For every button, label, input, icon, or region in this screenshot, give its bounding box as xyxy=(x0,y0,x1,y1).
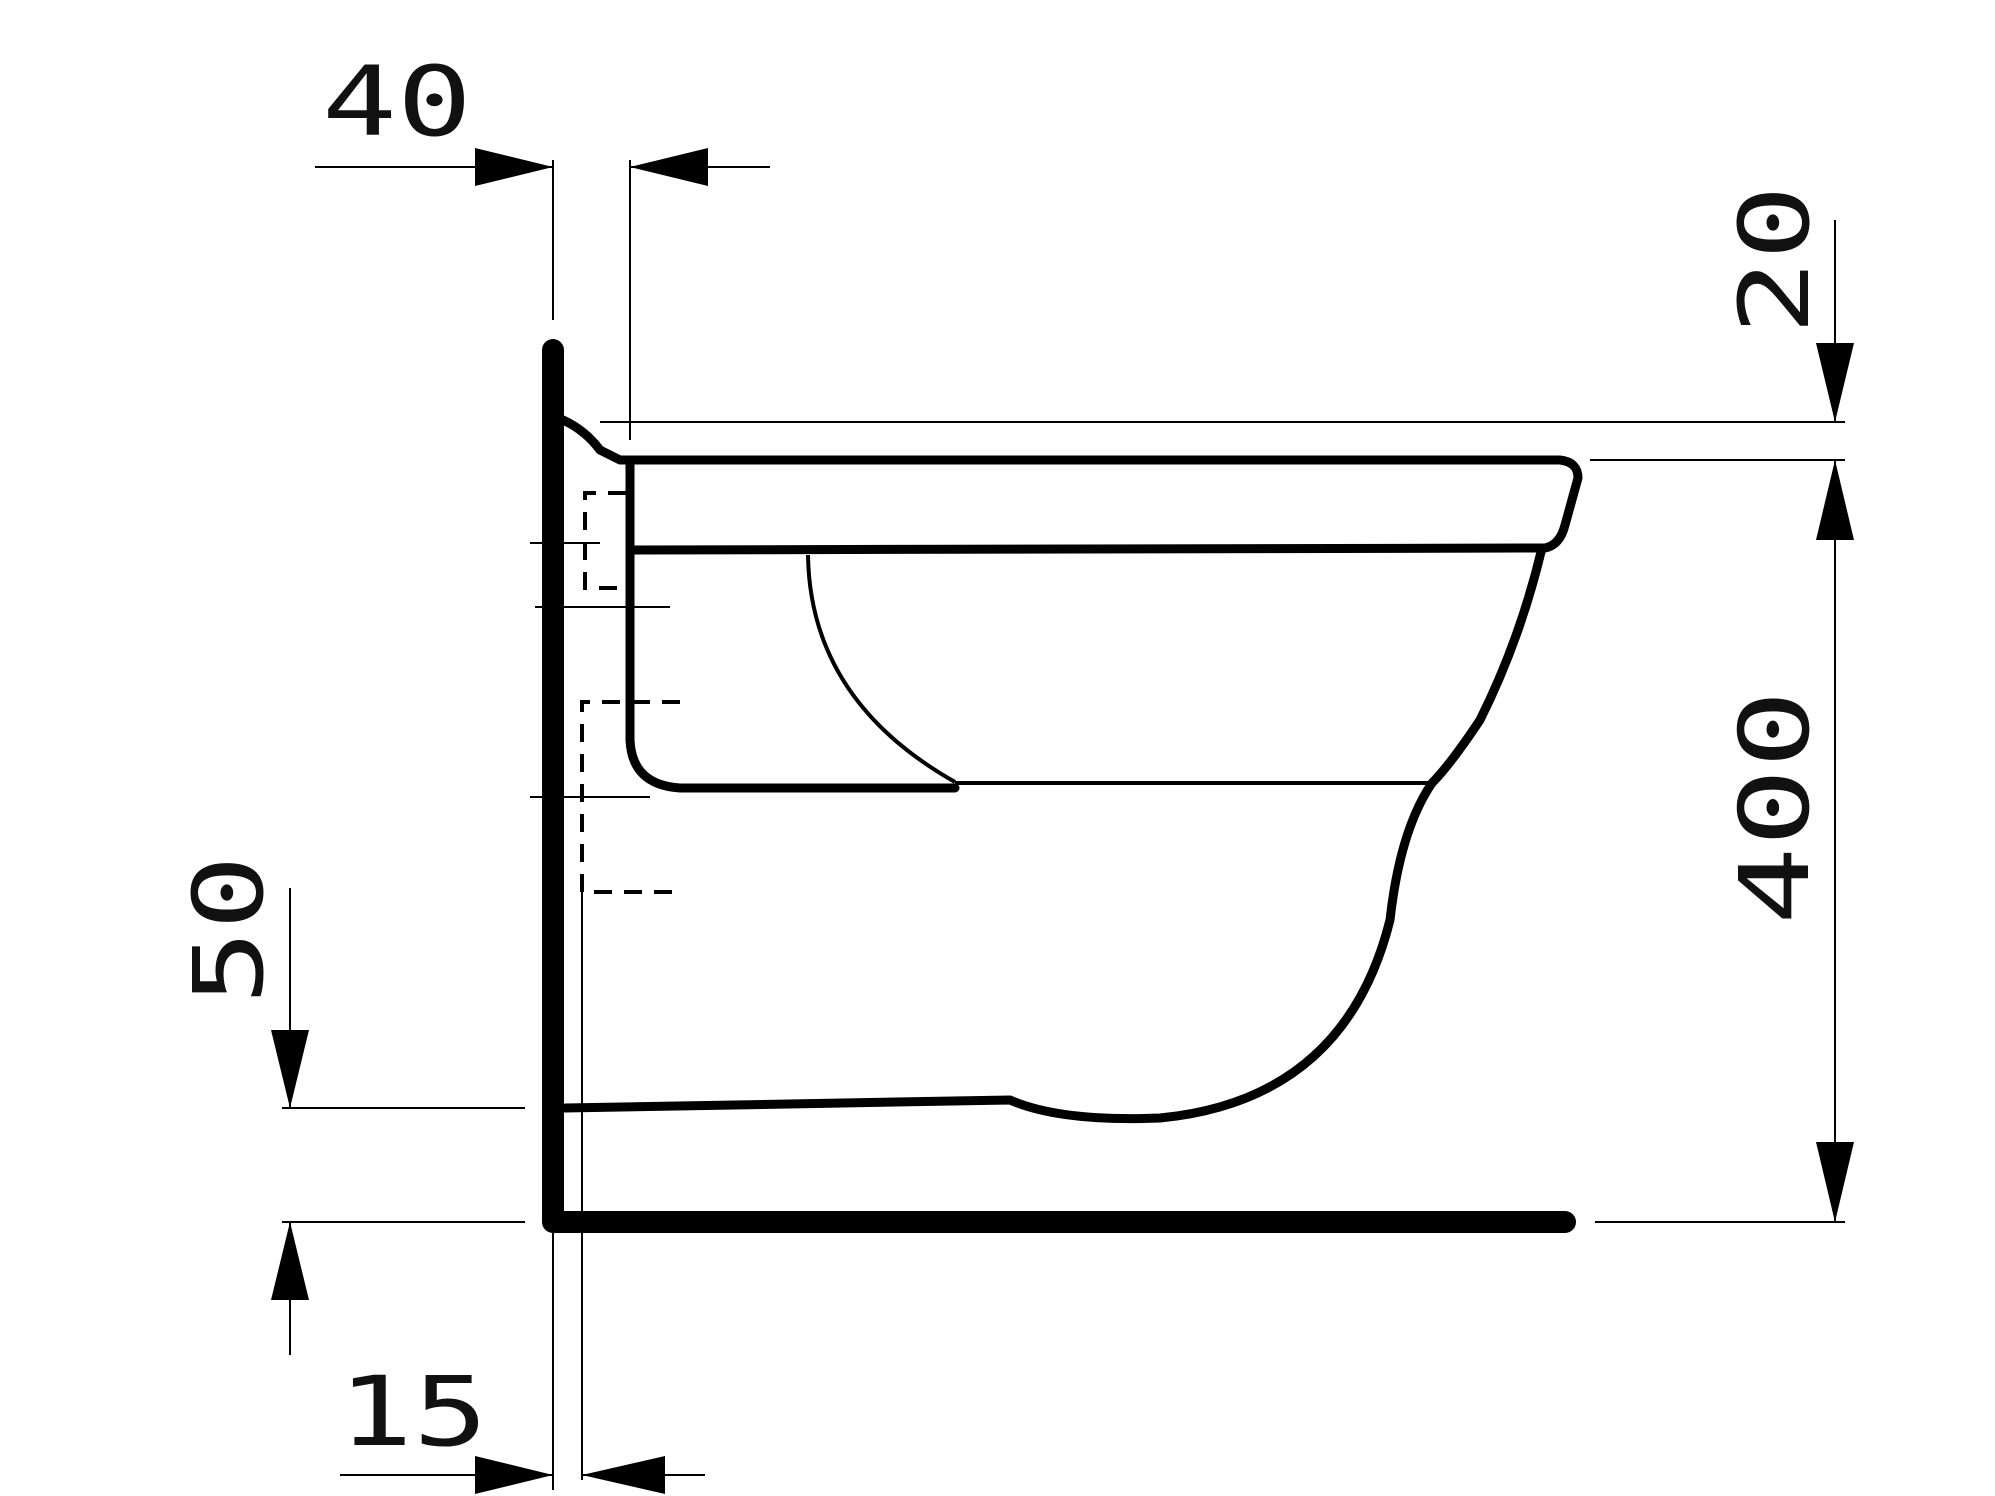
upper-fixing-axis xyxy=(530,542,670,608)
wall-line xyxy=(542,339,1576,1233)
bowl-inner xyxy=(806,554,956,784)
upper-fixing-dashed xyxy=(583,491,626,590)
arrow-right xyxy=(475,1456,553,1494)
arrow-left xyxy=(630,148,708,186)
dimension-50-label: 50 xyxy=(173,855,285,1005)
seat-top xyxy=(558,415,1583,555)
arrow-up xyxy=(1816,460,1854,540)
arrow-up xyxy=(271,1222,309,1300)
arrow-down xyxy=(1816,1142,1854,1222)
arrow-right xyxy=(475,148,553,186)
arrow-down xyxy=(1816,343,1854,422)
body-outer xyxy=(560,543,1547,1124)
dimension-50: 50 xyxy=(173,855,525,1355)
dimension-400-label: 400 xyxy=(1719,690,1831,925)
dimension-40-label: 40 xyxy=(322,46,472,158)
toilet-outline xyxy=(558,415,1583,1124)
arrow-down xyxy=(271,1030,309,1108)
wall-and-floor xyxy=(542,339,1576,1233)
dimension-400: 400 xyxy=(1595,460,1854,1223)
dimension-20: 20 xyxy=(600,185,1854,461)
rim-front xyxy=(625,458,960,793)
dimension-15-label: 15 xyxy=(338,1356,488,1468)
hidden-fixings xyxy=(530,491,680,1480)
dimension-40: 40 xyxy=(315,46,770,440)
dimension-15: 15 xyxy=(338,1232,705,1494)
arrow-left xyxy=(582,1456,665,1494)
dimension-20-label: 20 xyxy=(1719,185,1831,335)
